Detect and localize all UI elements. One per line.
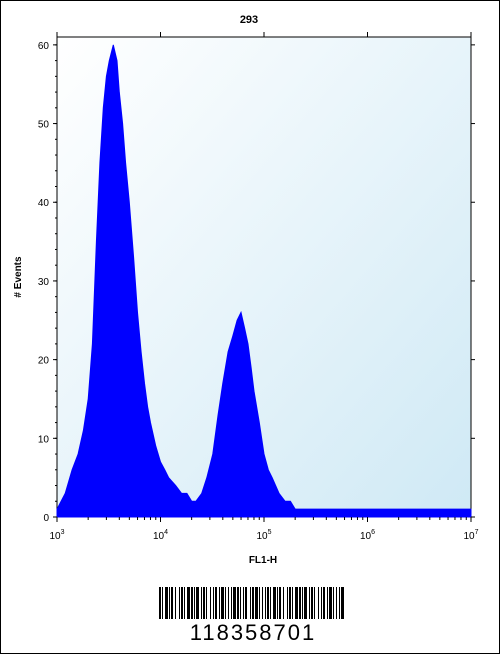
barcode-bar bbox=[162, 587, 163, 619]
barcode-bar bbox=[169, 587, 170, 619]
y-tick-label: 50 bbox=[38, 120, 50, 131]
barcode-bar bbox=[243, 587, 244, 619]
barcode-bar bbox=[201, 587, 202, 619]
barcode-bar bbox=[299, 587, 301, 619]
barcode-bar bbox=[289, 587, 291, 619]
x-tick-label: 107 bbox=[463, 529, 478, 542]
barcode-bar bbox=[171, 587, 173, 619]
x-tick-label: 105 bbox=[256, 529, 271, 542]
barcode-bar bbox=[196, 587, 199, 619]
barcode-bar bbox=[194, 587, 195, 619]
x-axis-label: FL1-H bbox=[249, 555, 277, 566]
barcode-bar bbox=[287, 587, 288, 619]
barcode-bar bbox=[279, 587, 281, 619]
barcode-bar bbox=[341, 587, 344, 619]
barcode bbox=[159, 587, 344, 619]
barcode-bar bbox=[203, 587, 205, 619]
barcode-bar bbox=[283, 587, 284, 619]
barcode-bar bbox=[267, 587, 269, 619]
barcode-bar bbox=[292, 587, 293, 619]
barcode-bar bbox=[295, 587, 298, 619]
y-tick-label: 20 bbox=[38, 356, 50, 367]
barcode-number: 118358701 bbox=[190, 620, 317, 645]
barcode-bar bbox=[327, 587, 328, 619]
barcode-bar bbox=[273, 587, 276, 619]
barcode-bar bbox=[309, 587, 310, 619]
barcode-bar bbox=[270, 587, 271, 619]
y-tick-label: 10 bbox=[38, 434, 50, 445]
barcode-bar bbox=[323, 587, 325, 619]
barcode-bar bbox=[318, 587, 319, 619]
barcode-bar bbox=[252, 587, 254, 619]
barcode-bar bbox=[221, 587, 224, 619]
barcode-bar bbox=[187, 587, 190, 619]
barcode-bar bbox=[215, 587, 217, 619]
barcode-bar bbox=[159, 587, 161, 619]
barcode-bar bbox=[255, 587, 258, 619]
y-tick-label: 30 bbox=[38, 277, 50, 288]
barcode-bar bbox=[165, 587, 168, 619]
barcode-bar bbox=[210, 587, 211, 619]
barcode-bar bbox=[219, 587, 220, 619]
barcode-bar bbox=[333, 587, 334, 619]
barcode-bar bbox=[314, 587, 315, 619]
barcode-bar bbox=[206, 587, 207, 619]
barcode-bar bbox=[304, 587, 307, 619]
x-tick-label: 106 bbox=[360, 529, 375, 542]
y-axis-label: # Events bbox=[13, 256, 24, 298]
barcode-bar bbox=[179, 587, 180, 619]
x-tick-label: 104 bbox=[153, 529, 168, 542]
barcode-bar bbox=[225, 587, 226, 619]
x-axis: 103 104 105 106 107 bbox=[49, 32, 479, 542]
x-tick-label: 103 bbox=[49, 529, 64, 542]
barcode-bar bbox=[311, 587, 313, 619]
barcode-bar bbox=[237, 587, 239, 619]
barcode-bar bbox=[339, 587, 340, 619]
barcode-bar bbox=[191, 587, 193, 619]
barcode-bar bbox=[175, 587, 176, 619]
barcode-bar bbox=[265, 587, 266, 619]
barcode-bar bbox=[245, 587, 247, 619]
y-tick-label: 0 bbox=[43, 513, 49, 524]
y-tick-label: 60 bbox=[38, 41, 50, 52]
y-tick-label: 40 bbox=[38, 198, 50, 209]
barcode-bar bbox=[181, 587, 183, 619]
barcode-bar bbox=[231, 587, 232, 619]
barcode-bar bbox=[184, 587, 185, 619]
barcode-bar bbox=[277, 587, 278, 619]
barcode-bar bbox=[259, 587, 260, 619]
histogram-marks bbox=[56, 44, 472, 518]
barcode-bar bbox=[228, 587, 229, 619]
barcode-bar bbox=[240, 587, 241, 619]
barcode-bar bbox=[329, 587, 332, 619]
barcode-bar bbox=[336, 587, 337, 619]
barcode-bar bbox=[321, 587, 322, 619]
chart-title: 293 bbox=[240, 14, 258, 26]
barcode-bar bbox=[250, 587, 251, 619]
barcode-bar bbox=[302, 587, 303, 619]
barcode-bar bbox=[213, 587, 214, 619]
barcode-bar bbox=[233, 587, 236, 619]
histogram-series bbox=[56, 44, 472, 518]
barcode-bar bbox=[262, 587, 263, 619]
